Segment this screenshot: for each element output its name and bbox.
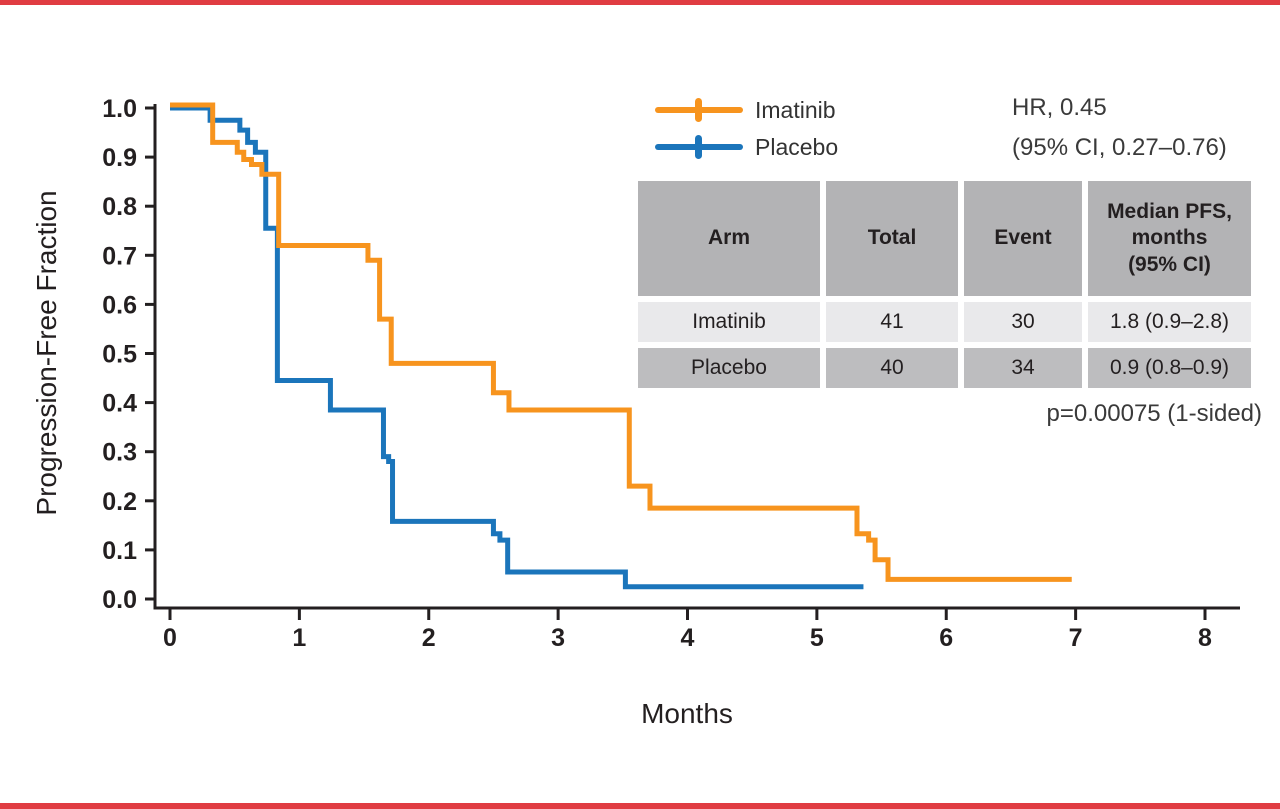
y-axis-tick-label: 0.6 (102, 291, 137, 319)
y-axis-tick-label: 0.3 (102, 439, 137, 467)
table-cell-imatinib-total: 41 (826, 302, 958, 342)
x-axis-tick-label: 4 (681, 624, 695, 652)
legend-label-imatinib: Imatinib (755, 96, 836, 123)
y-axis-tick-label: 0.4 (102, 390, 137, 418)
table-header-event: Event (964, 181, 1082, 296)
censor-tick-icon (695, 135, 702, 159)
x-axis-tick-label: 3 (551, 624, 565, 652)
km-curve-imatinib (170, 102, 1072, 582)
table-cell-imatinib-event: 30 (964, 302, 1082, 342)
y-axis-tick-label: 0.5 (102, 341, 137, 369)
imatinib-line-swatch (655, 97, 743, 123)
confidence-interval-text: (95% CI, 0.27–0.76) (1012, 134, 1227, 161)
table-cell-imatinib-arm: Imatinib (638, 302, 820, 342)
table-cell-imatinib-median: 1.8 (0.9–2.8) (1088, 302, 1251, 342)
x-axis-tick-label: 6 (939, 624, 953, 652)
table-cell-placebo-total: 40 (826, 348, 958, 388)
top-red-border (0, 0, 1280, 5)
table-header-arm: Arm (638, 181, 820, 296)
km-curve-placebo (170, 105, 864, 590)
x-axis-tick-label: 8 (1198, 624, 1212, 652)
table-cell-placebo-event: 34 (964, 348, 1082, 388)
table-cell-placebo-arm: Placebo (638, 348, 820, 388)
y-axis-tick-label: 0.9 (102, 144, 137, 172)
bottom-red-border (0, 803, 1280, 809)
results-table: Arm Total Event Median PFS, months (95% … (638, 181, 1251, 388)
legend-item-placebo: Placebo (655, 134, 838, 160)
x-axis-tick-label: 7 (1069, 624, 1083, 652)
y-axis-tick-label: 0.7 (102, 242, 137, 270)
p-value-text: p=0.00075 (1-sided) (1046, 400, 1262, 427)
y-axis-tick-label: 0.0 (102, 586, 137, 614)
hazard-ratio-text: HR, 0.45 (1012, 94, 1107, 121)
y-axis-tick-label: 0.2 (102, 488, 137, 516)
y-axis-title: Progression-Free Fraction (31, 190, 62, 515)
table-cell-placebo-median: 0.9 (0.8–0.9) (1088, 348, 1251, 388)
hr-annotation: HR, 0.45 (95% CI, 0.27–0.76) (1012, 88, 1227, 168)
chart-legend: Imatinib Placebo (655, 97, 838, 171)
placebo-line-swatch (655, 134, 743, 160)
x-axis-tick-label: 2 (422, 624, 436, 652)
y-axis-tick-label: 0.8 (102, 193, 137, 221)
table-header-total: Total (826, 181, 958, 296)
x-axis-tick-label: 5 (810, 624, 824, 652)
y-axis-tick-label: 1.0 (102, 95, 137, 123)
table-header-median-pfs: Median PFS, months (95% CI) (1088, 181, 1251, 296)
x-axis-tick-label: 1 (292, 624, 306, 652)
legend-label-placebo: Placebo (755, 133, 839, 160)
x-axis-tick-label: 0 (163, 624, 177, 652)
y-axis-tick-label: 0.1 (102, 537, 137, 565)
censor-tick-icon (695, 98, 702, 122)
x-axis-title: Months (641, 698, 733, 729)
legend-item-imatinib: Imatinib (655, 97, 838, 123)
